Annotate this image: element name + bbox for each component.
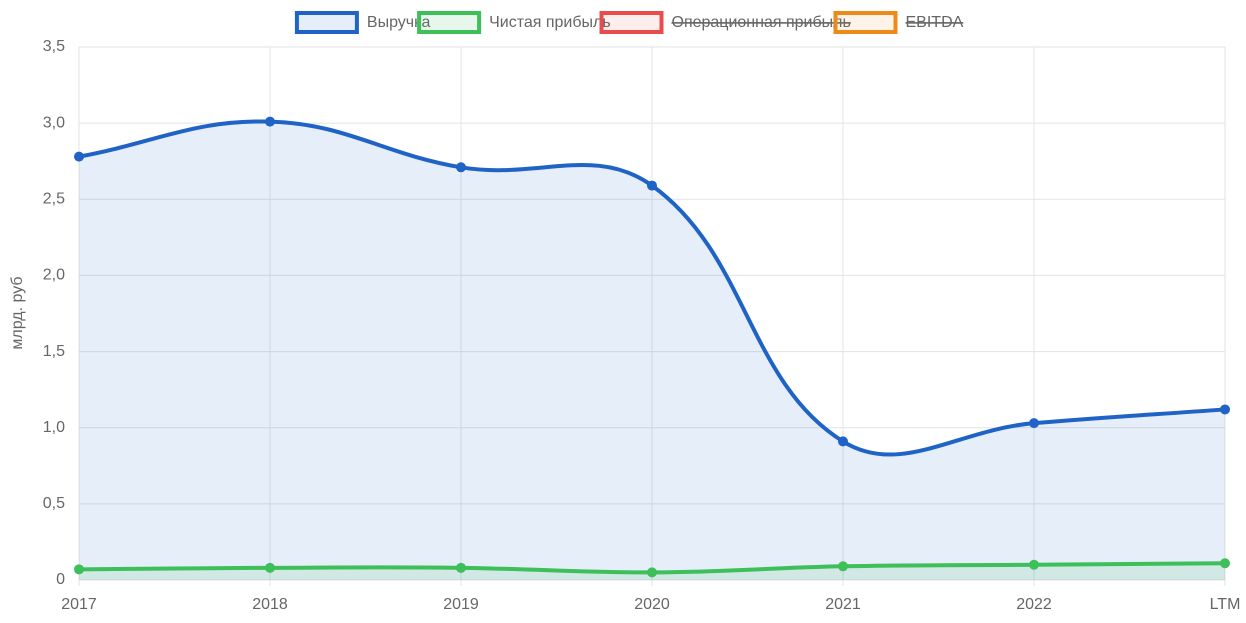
y-tick-label: 2,5 — [43, 191, 65, 208]
data-point — [1220, 404, 1230, 415]
legend-item[interactable]: Чистая прибыль — [417, 11, 611, 34]
y-tick-label: 3,0 — [43, 114, 65, 131]
legend-label: Выручка — [367, 14, 431, 31]
legend-swatch — [294, 11, 359, 34]
data-point — [1029, 418, 1039, 429]
data-point — [265, 116, 275, 127]
y-tick-label: 2,0 — [43, 267, 65, 284]
x-tick-label: 2018 — [252, 596, 288, 613]
data-point — [838, 561, 848, 572]
legend: Выручка Чистая прибыль Операционная прибыл… — [294, 11, 964, 34]
x-tick-label: 2021 — [825, 596, 861, 613]
y-tick-label: 0,5 — [43, 495, 65, 512]
data-point — [1029, 559, 1039, 570]
data-point — [647, 180, 657, 191]
y-tick-label: 1,0 — [43, 419, 65, 436]
legend-item[interactable]: Выручка — [294, 11, 431, 34]
legend-swatch — [417, 11, 482, 34]
y-tick-label: 1,5 — [43, 343, 65, 360]
legend-item[interactable]: EBITDA — [833, 11, 964, 34]
x-tick-label: 2020 — [634, 596, 670, 613]
data-point — [74, 151, 84, 162]
legend-label: EBITDA — [906, 14, 964, 31]
data-point — [74, 564, 84, 575]
legend-swatch — [599, 11, 664, 34]
x-tick-label: 2022 — [1016, 596, 1052, 613]
legend-item[interactable]: Операционная прибыль — [599, 11, 851, 34]
legend-label: Операционная прибыль — [672, 14, 851, 31]
x-tick-label: 2019 — [443, 596, 479, 613]
data-point — [838, 436, 848, 447]
data-point — [265, 562, 275, 573]
legend-swatch — [833, 11, 898, 34]
area — [79, 121, 1225, 581]
legend-label: Чистая прибыль — [489, 14, 611, 31]
y-axis-label: млрд. руб — [9, 276, 26, 349]
y-tick-label: 3,5 — [43, 38, 65, 55]
data-point — [456, 162, 466, 173]
data-point — [647, 567, 657, 578]
data-point — [456, 562, 466, 573]
y-tick-label: 0 — [56, 571, 65, 588]
data-point — [1220, 558, 1230, 569]
x-tick-label: LTM — [1210, 596, 1241, 613]
x-tick-label: 2017 — [61, 596, 97, 613]
